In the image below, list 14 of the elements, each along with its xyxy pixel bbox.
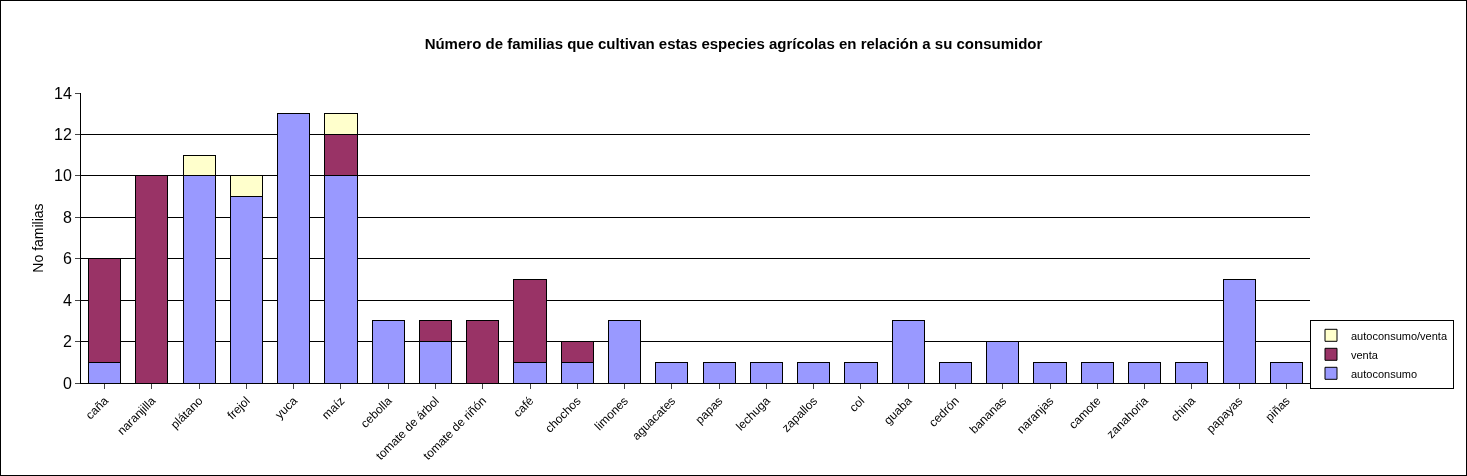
chart-title: Número de familias que cultivan estas especies agrícolas en relación a su consumidor bbox=[424, 35, 1043, 53]
y-axis-title: No familias bbox=[30, 203, 46, 273]
legend-label: autoconsumo/venta bbox=[1351, 329, 1448, 342]
y-tick-label: 2 bbox=[62, 333, 72, 351]
y-tick-label: 8 bbox=[62, 208, 72, 226]
legend-label: venta bbox=[1351, 348, 1379, 361]
x-tick-label: col bbox=[846, 393, 868, 415]
y-tick-label: 10 bbox=[54, 167, 72, 185]
y-tick-label: 4 bbox=[62, 291, 72, 309]
y-tick-label: 6 bbox=[62, 250, 72, 268]
y-tick-label: 12 bbox=[54, 126, 72, 144]
y-tick-label: 0 bbox=[62, 374, 72, 392]
legend-label: autoconsumo bbox=[1351, 367, 1418, 380]
y-tick-label: 14 bbox=[54, 84, 72, 102]
